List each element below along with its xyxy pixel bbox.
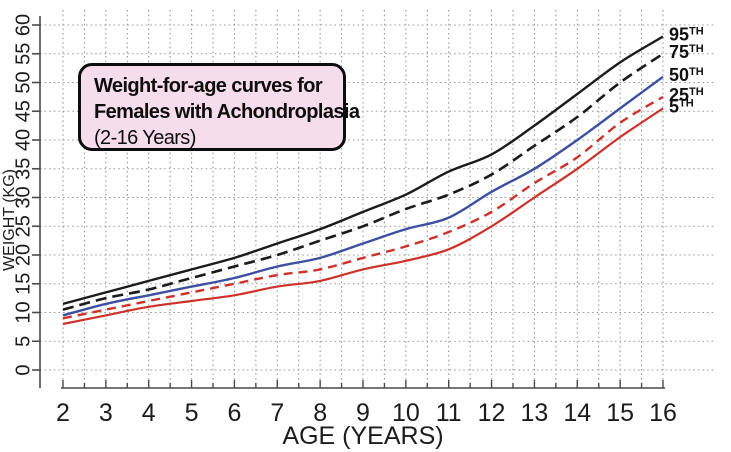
y-tick-label: 60 <box>12 14 34 36</box>
percentile-label-5th: 5TH <box>669 96 694 116</box>
curve-5th-percentile <box>62 107 664 326</box>
chart-title-line2: Females with Achondroplasia <box>94 101 360 123</box>
x-tick-label: 16 <box>649 399 677 427</box>
x-tick-label: 12 <box>478 399 506 427</box>
y-tick-label: 55 <box>12 43 34 65</box>
x-tick-label: 6 <box>227 399 241 427</box>
y-tick-label: 40 <box>12 129 34 151</box>
curve-50th-percentile <box>62 75 664 317</box>
chart-title-line1: Weight-for-age curves for <box>94 75 323 97</box>
x-tick-label: 9 <box>356 399 370 427</box>
y-tick-label: 20 <box>12 244 34 266</box>
y-tick-label: 45 <box>12 100 34 122</box>
y-tick-label: 15 <box>12 273 34 295</box>
percentile-label-95th: 95TH <box>669 25 704 45</box>
chart-title-box: Weight-for-age curves for Females with A… <box>78 63 360 151</box>
y-axis-title: WEIGHT (KG) <box>1 169 18 271</box>
x-tick-label: 5 <box>185 399 199 427</box>
x-tick-label: 10 <box>392 399 420 427</box>
x-tick-label: 11 <box>436 399 462 427</box>
y-tick-label: 5 <box>12 336 34 347</box>
y-tick-label: 10 <box>12 301 34 323</box>
percentile-label-50th: 50TH <box>669 65 704 85</box>
y-tick-label: 25 <box>12 215 34 237</box>
x-tick-label: 3 <box>99 399 113 427</box>
x-tick-label: 4 <box>142 399 156 427</box>
curve-95th-percentile <box>62 35 664 306</box>
x-tick-label: 8 <box>313 399 327 427</box>
curve-25th-percentile <box>62 95 664 320</box>
chart-title-line3: (2-16 Years) <box>94 127 196 149</box>
x-tick-label: 14 <box>563 399 591 427</box>
y-tick-label: 30 <box>12 186 34 208</box>
percentile-label-75th: 75TH <box>669 42 704 62</box>
x-tick-label: 15 <box>606 399 634 427</box>
percentile-label-25th: 25TH <box>669 85 704 105</box>
y-tick-label: 50 <box>12 71 34 93</box>
x-axis-title: AGE (YEARS) <box>282 422 443 450</box>
y-tick-label: 0 <box>12 364 34 375</box>
x-tick-label: 13 <box>521 399 549 427</box>
x-tick-label: 7 <box>270 399 284 427</box>
x-tick-label: 2 <box>56 399 70 427</box>
y-tick-label: 35 <box>12 158 34 180</box>
curve-75th-percentile <box>62 52 664 311</box>
